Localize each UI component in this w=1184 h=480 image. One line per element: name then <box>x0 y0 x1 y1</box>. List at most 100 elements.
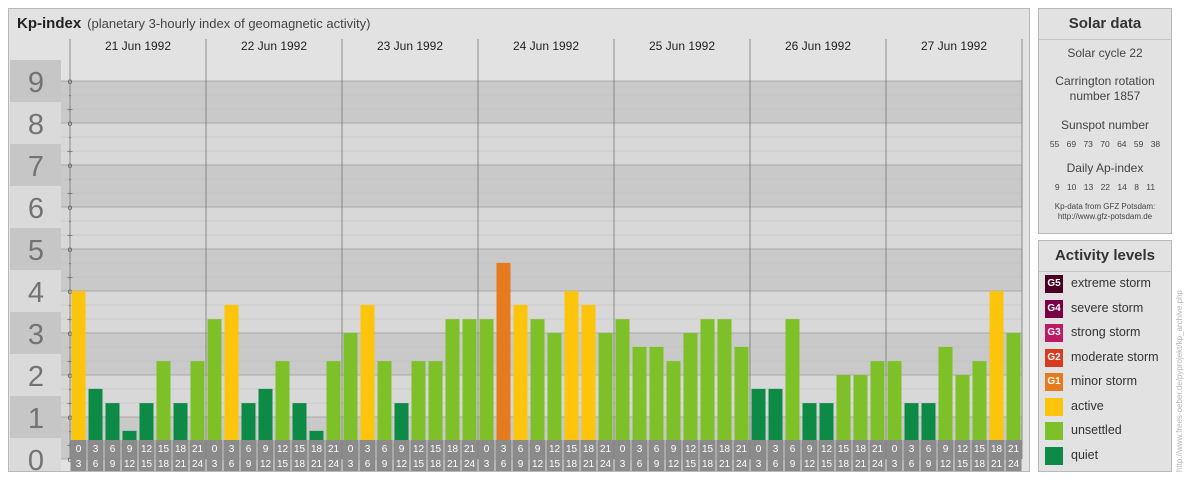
y-tick-label: 8 <box>28 109 44 141</box>
daily-ap-label: Daily Ap-index <box>1066 161 1144 175</box>
interval-cell <box>410 440 427 471</box>
source-watermark: http://www.frees-oeber.de/pyprojekt/kp_a… <box>1175 290 1184 472</box>
interval-cell <box>189 440 206 471</box>
interval-start-label: 18 <box>175 444 187 455</box>
interval-cell <box>971 440 988 471</box>
gfz-link[interactable]: http://www.gfz-potsdam.de <box>1057 212 1153 221</box>
interval-end-label: 24 <box>872 459 884 470</box>
carrington-rotation-label: Carrington rotation <box>1055 74 1155 88</box>
day-label: 27 Jun 1992 <box>921 39 987 53</box>
sunspot-values: 55 69 73 70 64 59 38 <box>1049 139 1161 149</box>
interval-start-label: 12 <box>549 444 561 455</box>
interval-cell <box>631 440 648 471</box>
interval-end-label: 9 <box>246 459 252 470</box>
interval-start-label: 18 <box>447 444 459 455</box>
interval-start-label: 15 <box>158 444 170 455</box>
day-label: 21 Jun 1992 <box>105 39 171 53</box>
y-tick-label: 1 <box>28 403 44 435</box>
interval-end-label: 9 <box>790 459 796 470</box>
interval-end-label: 15 <box>549 459 561 470</box>
activity-swatch <box>1045 422 1063 440</box>
interval-cell <box>784 440 801 471</box>
interval-end-label: 15 <box>277 459 289 470</box>
y-tick-label: 4 <box>28 277 44 309</box>
interval-end-label: 15 <box>957 459 969 470</box>
activity-levels-header: Activity levels <box>1039 241 1171 272</box>
interval-cell <box>614 440 631 471</box>
interval-end-label: 21 <box>855 459 867 470</box>
kp-bar <box>156 361 171 459</box>
interval-start-label: 12 <box>821 444 833 455</box>
kp-bar <box>666 361 681 459</box>
interval-start-label: 15 <box>838 444 850 455</box>
kp-bar <box>513 304 528 459</box>
kp-bar <box>598 333 613 459</box>
kp-bar <box>360 304 375 459</box>
interval-start-label: 21 <box>600 444 612 455</box>
solar-data-panel: Solar data Solar cycle 22 Carrington rot… <box>1038 8 1172 234</box>
kp-bar <box>411 361 426 459</box>
activity-swatch: G3 <box>1045 324 1063 342</box>
interval-cell <box>988 440 1005 471</box>
interval-start-label: 0 <box>484 444 490 455</box>
y-tick-label: 5 <box>28 235 44 267</box>
interval-end-label: 15 <box>141 459 153 470</box>
interval-end-label: 9 <box>926 459 932 470</box>
interval-start-label: 9 <box>943 444 949 455</box>
kp-bar <box>955 375 970 459</box>
interval-start-label: 6 <box>654 444 660 455</box>
interval-end-label: 3 <box>756 459 762 470</box>
interval-cell <box>835 440 852 471</box>
interval-cell <box>546 440 563 471</box>
kp-band <box>61 207 1022 249</box>
chart-subtitle: (planetary 3-hourly index of geomagnetic… <box>87 16 371 31</box>
interval-start-label: 21 <box>1008 444 1020 455</box>
kp-bar <box>530 319 545 459</box>
y-label-band <box>10 270 61 312</box>
interval-end-label: 6 <box>637 459 643 470</box>
kp-bar <box>972 361 987 459</box>
interval-cell <box>682 440 699 471</box>
activity-swatch: G5 <box>1045 275 1063 293</box>
kp-bar <box>581 304 596 459</box>
activity-swatch <box>1045 446 1063 465</box>
solar-cycle: Solar cycle 22 <box>1067 46 1143 60</box>
kp-bar <box>377 361 392 459</box>
interval-start-label: 9 <box>535 444 541 455</box>
interval-start-label: 18 <box>583 444 595 455</box>
interval-cell <box>1005 440 1022 471</box>
interval-start-label: 0 <box>756 444 762 455</box>
activity-label: extreme storm <box>1071 276 1151 290</box>
y-tick-label: 3 <box>28 319 44 351</box>
interval-end-label: 18 <box>838 459 850 470</box>
interval-cell <box>903 440 920 471</box>
chart-title-text: Kp-index <box>17 15 82 32</box>
interval-end-label: 24 <box>192 459 204 470</box>
activity-label: active <box>1071 398 1104 413</box>
y-label-band <box>10 186 61 228</box>
activity-label: quiet <box>1071 447 1099 462</box>
activity-swatch: G1 <box>1045 373 1063 391</box>
interval-start-label: 3 <box>909 444 915 455</box>
kp-bar <box>275 361 290 459</box>
kp-band <box>61 123 1022 165</box>
interval-cell <box>529 440 546 471</box>
y-tick-label: 7 <box>28 151 44 183</box>
kp-bar <box>887 361 902 459</box>
y-label-band <box>10 144 61 186</box>
interval-end-label: 12 <box>124 459 136 470</box>
interval-end-label: 12 <box>668 459 680 470</box>
interval-cell <box>359 440 376 471</box>
interval-end-label: 18 <box>702 459 714 470</box>
interval-end-label: 15 <box>685 459 697 470</box>
interval-end-label: 21 <box>719 459 731 470</box>
y-tick-label: 6 <box>28 193 44 225</box>
activity-label: minor storm <box>1071 374 1137 388</box>
daily-ap-values: 9 10 13 22 14 8 11 <box>1054 182 1156 192</box>
activity-level-strong-storm: G3 strong storm <box>1045 324 1169 342</box>
interval-cell <box>699 440 716 471</box>
interval-end-label: 21 <box>583 459 595 470</box>
kp-band <box>61 81 1022 123</box>
kp-bar <box>326 361 341 459</box>
interval-cell <box>869 440 886 471</box>
